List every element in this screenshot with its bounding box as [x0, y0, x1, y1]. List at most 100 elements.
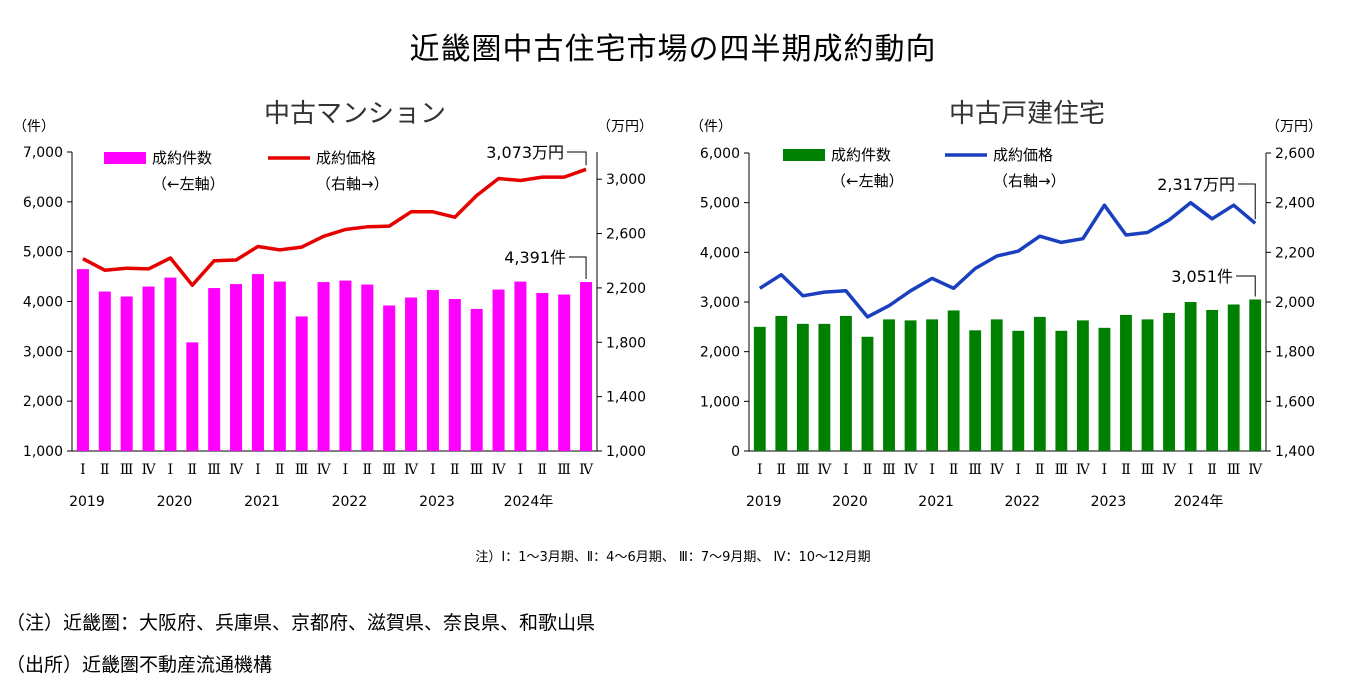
- quarter-label: Ⅰ: [757, 462, 763, 478]
- quarter-label: Ⅱ: [450, 462, 460, 478]
- quarter-label: Ⅳ: [404, 462, 419, 478]
- right-axis-tick-label: 2,400: [1275, 196, 1315, 212]
- bar-成約件数: [861, 336, 874, 451]
- bar-成約件数: [426, 290, 439, 451]
- quarter-label: Ⅳ: [579, 462, 594, 478]
- bar-成約件数: [840, 315, 852, 451]
- quarter-label: Ⅰ: [843, 462, 849, 478]
- quarter-label: Ⅳ: [817, 462, 832, 478]
- bar-成約件数: [98, 291, 111, 451]
- source-footnote: （出所）近畿圏不動産流通機構: [6, 654, 273, 676]
- quarter-label: Ⅰ: [518, 462, 524, 478]
- bar-成約件数: [1012, 330, 1025, 451]
- quarter-label: Ⅳ: [142, 462, 157, 478]
- legend-sub-price: （右軸→）: [316, 175, 389, 193]
- right-axis-tick-label: 1,400: [606, 390, 646, 406]
- year-label: 2020: [157, 494, 193, 510]
- bar-成約件数: [1120, 314, 1132, 451]
- left-axis-unit: （件）: [13, 119, 55, 135]
- left-axis-tick-label: 4,000: [700, 245, 740, 261]
- quarter-label: Ⅳ: [1248, 462, 1263, 478]
- quarter-label: Ⅲ: [968, 462, 982, 478]
- right-axis-tick-label: 2,200: [606, 281, 646, 297]
- right-axis-tick-label: 3,000: [606, 172, 646, 188]
- bar-成約件数: [164, 277, 177, 451]
- quarter-label: Ⅲ: [1227, 462, 1241, 478]
- year-label: 2021: [918, 494, 954, 510]
- quarter-label: Ⅰ: [343, 462, 349, 478]
- quarter-legend-note: 注）Ⅰ：1～3月期、Ⅱ：4～6月期、 Ⅲ：7～9月期、 Ⅳ：10～12月期: [475, 550, 871, 565]
- chart-title: 中古戸建住宅: [949, 99, 1105, 129]
- bar-成約件数: [317, 282, 330, 451]
- annotation-last-price: 2,317万円: [1157, 175, 1235, 194]
- area-footnote: （注）近畿圏：大阪府、兵庫県、京都府、滋賀県、奈良県、和歌山県: [6, 612, 596, 634]
- quarter-label: Ⅳ: [1162, 462, 1177, 478]
- quarter-label: Ⅱ: [949, 462, 959, 478]
- bar-成約件数: [142, 286, 155, 451]
- legend-sub-count: （←左軸）: [152, 175, 225, 193]
- right-axis-tick-label: 2,600: [1275, 146, 1315, 162]
- bar-成約件数: [818, 323, 831, 451]
- year-label: 2022: [1004, 494, 1040, 510]
- left-axis-tick-label: 4,000: [23, 295, 63, 311]
- quarter-label: Ⅳ: [229, 462, 244, 478]
- quarter-label: Ⅱ: [275, 462, 285, 478]
- quarter-label: Ⅱ: [1035, 462, 1045, 478]
- quarter-label: Ⅰ: [430, 462, 436, 478]
- quarter-label: Ⅳ: [990, 462, 1005, 478]
- left-axis-tick-label: 0: [731, 444, 740, 460]
- annotation-leader-price: [567, 151, 587, 166]
- quarter-label: Ⅰ: [255, 462, 261, 478]
- right-axis-tick-label: 2,200: [1275, 245, 1315, 261]
- quarter-label: Ⅲ: [295, 462, 309, 478]
- left-axis-tick-label: 7,000: [23, 145, 63, 161]
- bar-成約件数: [1163, 312, 1175, 451]
- quarter-label: Ⅱ: [538, 462, 548, 478]
- chart-title: 中古マンション: [264, 99, 446, 129]
- chart-used-detached-house: 中古戸建住宅 （件） （万円） 0 1,000 2,000 3,000 4,000 5,000 6…: [690, 99, 1322, 510]
- quarter-label: Ⅱ: [363, 462, 373, 478]
- bar-成約件数: [405, 297, 418, 451]
- bar-成約件数: [273, 281, 286, 451]
- left-axis-tick-label: 5,000: [23, 245, 63, 261]
- year-label: 2019: [746, 494, 782, 510]
- bar-成約件数: [1227, 304, 1240, 451]
- bar-成約件数: [558, 294, 571, 451]
- bar-成約件数: [1033, 316, 1046, 451]
- legend-label-price: 成約価格: [993, 146, 1053, 164]
- right-axis-tick-label: 1,600: [1275, 394, 1315, 410]
- quarter-label: Ⅱ: [188, 462, 198, 478]
- chart-used-condominium: 中古マンション （件） （万円） 1,000 2,000 3,000 4,000 5,000 6…: [13, 99, 653, 510]
- bar-成約件数: [969, 330, 982, 451]
- quarter-label: Ⅲ: [1055, 462, 1069, 478]
- right-axis-tick-label: 2,000: [1275, 295, 1315, 311]
- quarter-label: Ⅲ: [470, 462, 484, 478]
- year-label: 2023: [1091, 494, 1127, 510]
- quarter-label: Ⅲ: [120, 462, 134, 478]
- left-axis-tick-label: 2,000: [700, 345, 740, 361]
- legend-sub-count: （←左軸）: [831, 172, 904, 190]
- year-label: 2020: [832, 494, 868, 510]
- year-label: 2019: [69, 494, 105, 510]
- left-axis-tick-label: 2,000: [23, 394, 63, 410]
- bar-成約件数: [186, 342, 199, 451]
- bar-成約件数: [361, 284, 374, 451]
- legend-label-count: 成約件数: [831, 146, 891, 164]
- bar-成約件数: [753, 326, 766, 451]
- bar-成約件数: [947, 310, 960, 451]
- year-label: 2023: [419, 494, 455, 510]
- bar-成約件数: [883, 319, 895, 451]
- bar-成約件数: [470, 308, 483, 451]
- left-axis-tick-label: 6,000: [23, 195, 63, 211]
- quarter-label: Ⅳ: [904, 462, 919, 478]
- right-axis-tick-label: 1,800: [606, 335, 646, 351]
- quarter-label: Ⅰ: [929, 462, 935, 478]
- right-axis-tick-label: 1,000: [606, 444, 646, 460]
- annotation-leader-count: [1236, 275, 1256, 297]
- right-axis-tick-label: 1,400: [1275, 444, 1315, 460]
- bar-成約件数: [383, 305, 396, 451]
- bar-成約件数: [448, 299, 461, 451]
- quarter-label: Ⅱ: [100, 462, 110, 478]
- bar-成約件数: [76, 269, 89, 451]
- right-axis-unit: （万円）: [597, 119, 653, 135]
